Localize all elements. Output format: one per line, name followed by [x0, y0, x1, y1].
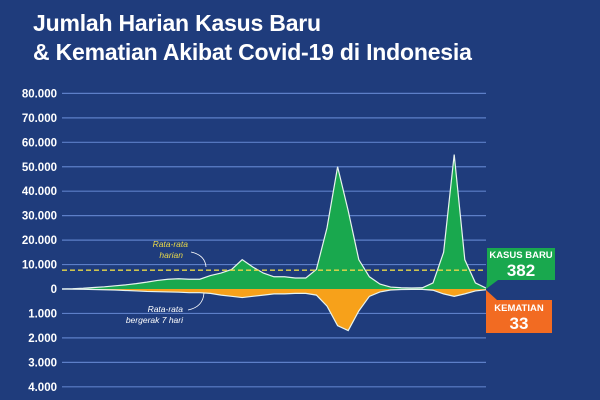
upper-tick-label-8: 80.000 [22, 88, 57, 100]
cases-callout: KASUS BARU 382 [487, 248, 555, 280]
title-line-1: Jumlah Harian Kasus Baru [33, 10, 321, 36]
upper-tick-label-2: 20.000 [22, 235, 57, 247]
cases-callout-pointer [486, 280, 498, 289]
lower-tick-label-2: 3.000 [28, 357, 57, 369]
cases-callout-label: KASUS BARU [489, 250, 553, 261]
chart-title: Jumlah Harian Kasus Baru & Kematian Akib… [33, 9, 472, 67]
deaths-callout-value: 33 [509, 314, 529, 333]
title-line-2: & Kematian Akibat Covid-19 di Indonesia [33, 39, 472, 65]
ma-annotation-arrow [187, 292, 205, 311]
avg-annotation-arrow [190, 251, 207, 268]
avg-annotation-line1: Rata-rata [153, 239, 189, 249]
upper-tick-label-7: 70.000 [22, 113, 57, 125]
cases-moving-average-line [61, 154, 487, 290]
deaths-moving-average-line [61, 288, 487, 332]
upper-tick-label-4: 40.000 [22, 186, 57, 198]
ma-annotation-line1: Rata-rata [148, 304, 184, 314]
deaths-callout-label: KEMATIAN [494, 303, 544, 314]
deaths-callout: KEMATIAN 33 [486, 300, 552, 333]
upper-tick-label-6: 60.000 [22, 137, 57, 149]
upper-tick-label-0: 0 [51, 284, 57, 296]
cases-callout-value: 382 [506, 261, 536, 280]
lower-tick-label-3: 4.000 [28, 382, 57, 394]
deaths-area [62, 289, 486, 331]
lower-tick-label-1: 2.000 [28, 333, 57, 345]
avg-annotation-line2: harian [159, 250, 183, 260]
upper-tick-label-3: 30.000 [22, 211, 57, 223]
cases-area [62, 154, 486, 289]
deaths-callout-pointer [486, 290, 497, 300]
upper-tick-label-1: 10.000 [22, 260, 57, 272]
upper-tick-label-5: 50.000 [22, 162, 57, 174]
lower-tick-label-0: 1.000 [28, 308, 57, 320]
ma-annotation-line2: bergerak 7 hari [126, 315, 184, 325]
